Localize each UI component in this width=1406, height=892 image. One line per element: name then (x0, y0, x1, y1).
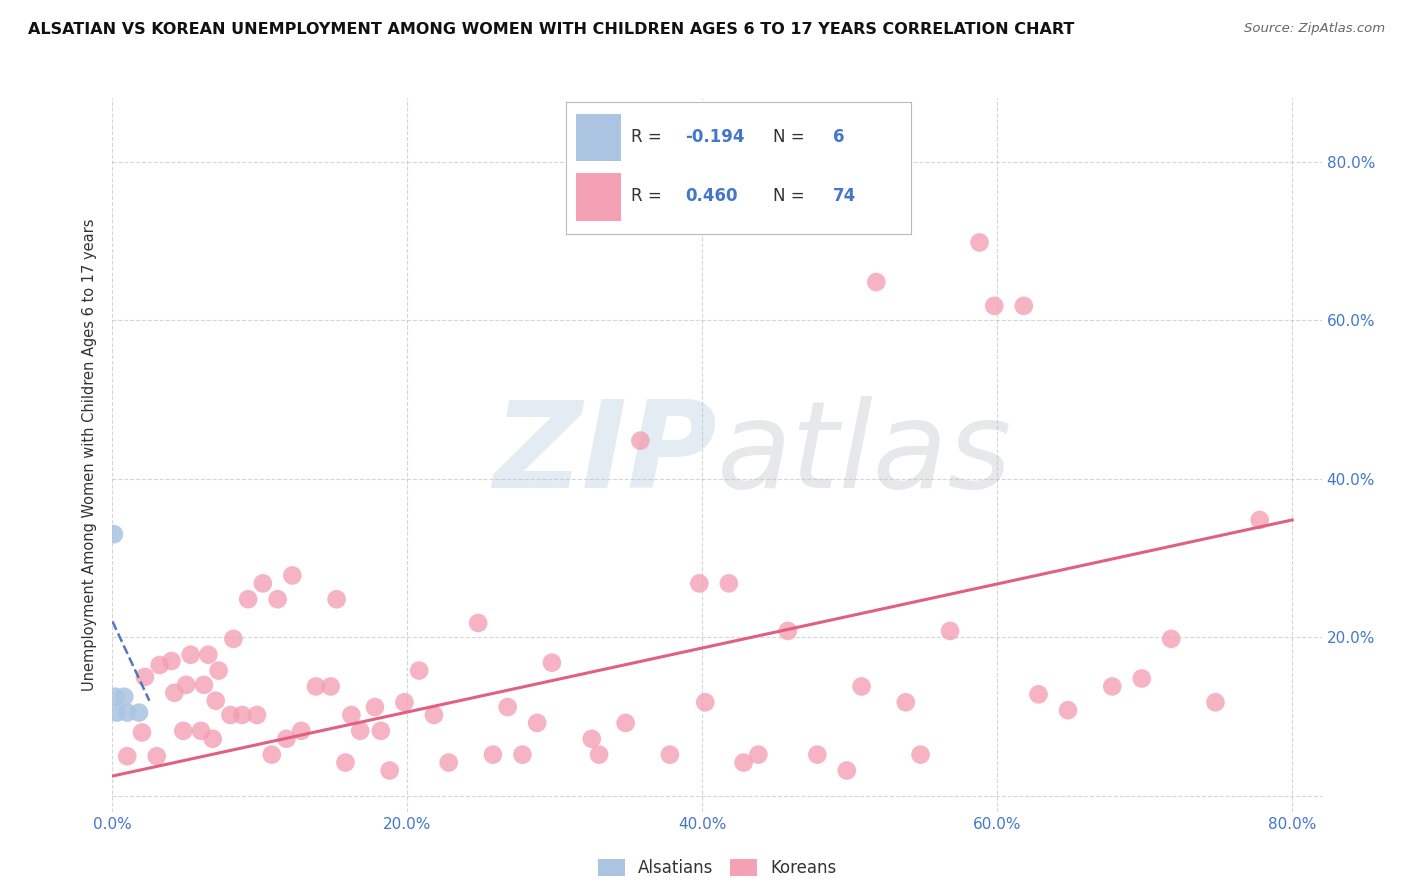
Point (236, 592, 259, 607)
Point (172, 723, 194, 738)
Point (276, 731, 298, 746)
Point (246, 708, 269, 723)
Point (128, 706, 150, 720)
Text: Source: ZipAtlas.com: Source: ZipAtlas.com (1244, 22, 1385, 36)
Point (349, 723, 371, 738)
Point (394, 695, 416, 709)
Point (305, 680, 328, 694)
Point (103, 527, 125, 541)
Point (1012, 299, 1035, 313)
Point (193, 678, 215, 692)
Point (658, 747, 681, 762)
Point (1204, 695, 1226, 709)
Point (695, 695, 717, 709)
Point (115, 749, 138, 764)
Point (204, 694, 226, 708)
Legend: Alsatians, Koreans: Alsatians, Koreans (589, 851, 845, 886)
Point (163, 686, 186, 700)
Point (260, 747, 283, 762)
Point (231, 708, 253, 723)
Point (512, 747, 534, 762)
Point (733, 756, 755, 770)
Point (423, 708, 446, 723)
Point (378, 764, 401, 778)
Point (105, 706, 128, 720)
Point (197, 648, 219, 662)
Point (174, 678, 197, 692)
Point (628, 434, 651, 448)
Point (370, 723, 392, 738)
Point (851, 680, 873, 694)
Point (266, 592, 288, 607)
Point (131, 725, 153, 739)
Point (983, 299, 1005, 313)
Point (437, 756, 460, 770)
Y-axis label: Unemployment Among Women with Children Ages 6 to 17 years: Unemployment Among Women with Children A… (82, 219, 97, 691)
Point (496, 700, 519, 714)
Point (1160, 632, 1182, 646)
Point (319, 680, 342, 694)
Point (112, 690, 135, 704)
Point (776, 624, 799, 638)
Point (222, 632, 245, 646)
Point (969, 235, 991, 250)
Point (208, 664, 231, 678)
Text: ALSATIAN VS KOREAN UNEMPLOYMENT AMONG WOMEN WITH CHILDREN AGES 6 TO 17 YEARS COR: ALSATIAN VS KOREAN UNEMPLOYMENT AMONG WO… (28, 22, 1074, 37)
Point (806, 747, 828, 762)
Point (1130, 672, 1153, 686)
Point (688, 576, 710, 591)
Point (910, 747, 932, 762)
Point (1101, 680, 1123, 694)
Point (134, 670, 156, 684)
Point (290, 723, 312, 738)
Text: atlas: atlas (717, 396, 1012, 514)
Point (325, 592, 347, 607)
Point (160, 654, 183, 668)
Point (747, 747, 769, 762)
Point (281, 568, 304, 582)
Point (364, 700, 387, 714)
Point (1249, 513, 1271, 527)
Point (149, 658, 172, 673)
Point (541, 656, 564, 670)
Text: ZIP: ZIP (494, 396, 717, 514)
Point (104, 690, 127, 704)
Point (201, 731, 224, 746)
Point (717, 576, 740, 591)
Point (894, 695, 917, 709)
Point (219, 708, 242, 723)
Point (526, 715, 548, 730)
Point (408, 664, 430, 678)
Point (1057, 703, 1080, 717)
Point (190, 723, 212, 738)
Point (614, 715, 637, 730)
Point (340, 708, 363, 723)
Point (180, 648, 202, 662)
Point (581, 731, 603, 746)
Point (252, 576, 274, 591)
Point (865, 275, 887, 289)
Point (335, 756, 357, 770)
Point (939, 624, 962, 638)
Point (588, 747, 610, 762)
Point (1028, 687, 1050, 701)
Point (115, 706, 138, 720)
Point (835, 764, 858, 778)
Point (467, 615, 489, 630)
Point (482, 747, 505, 762)
Point (145, 749, 167, 764)
